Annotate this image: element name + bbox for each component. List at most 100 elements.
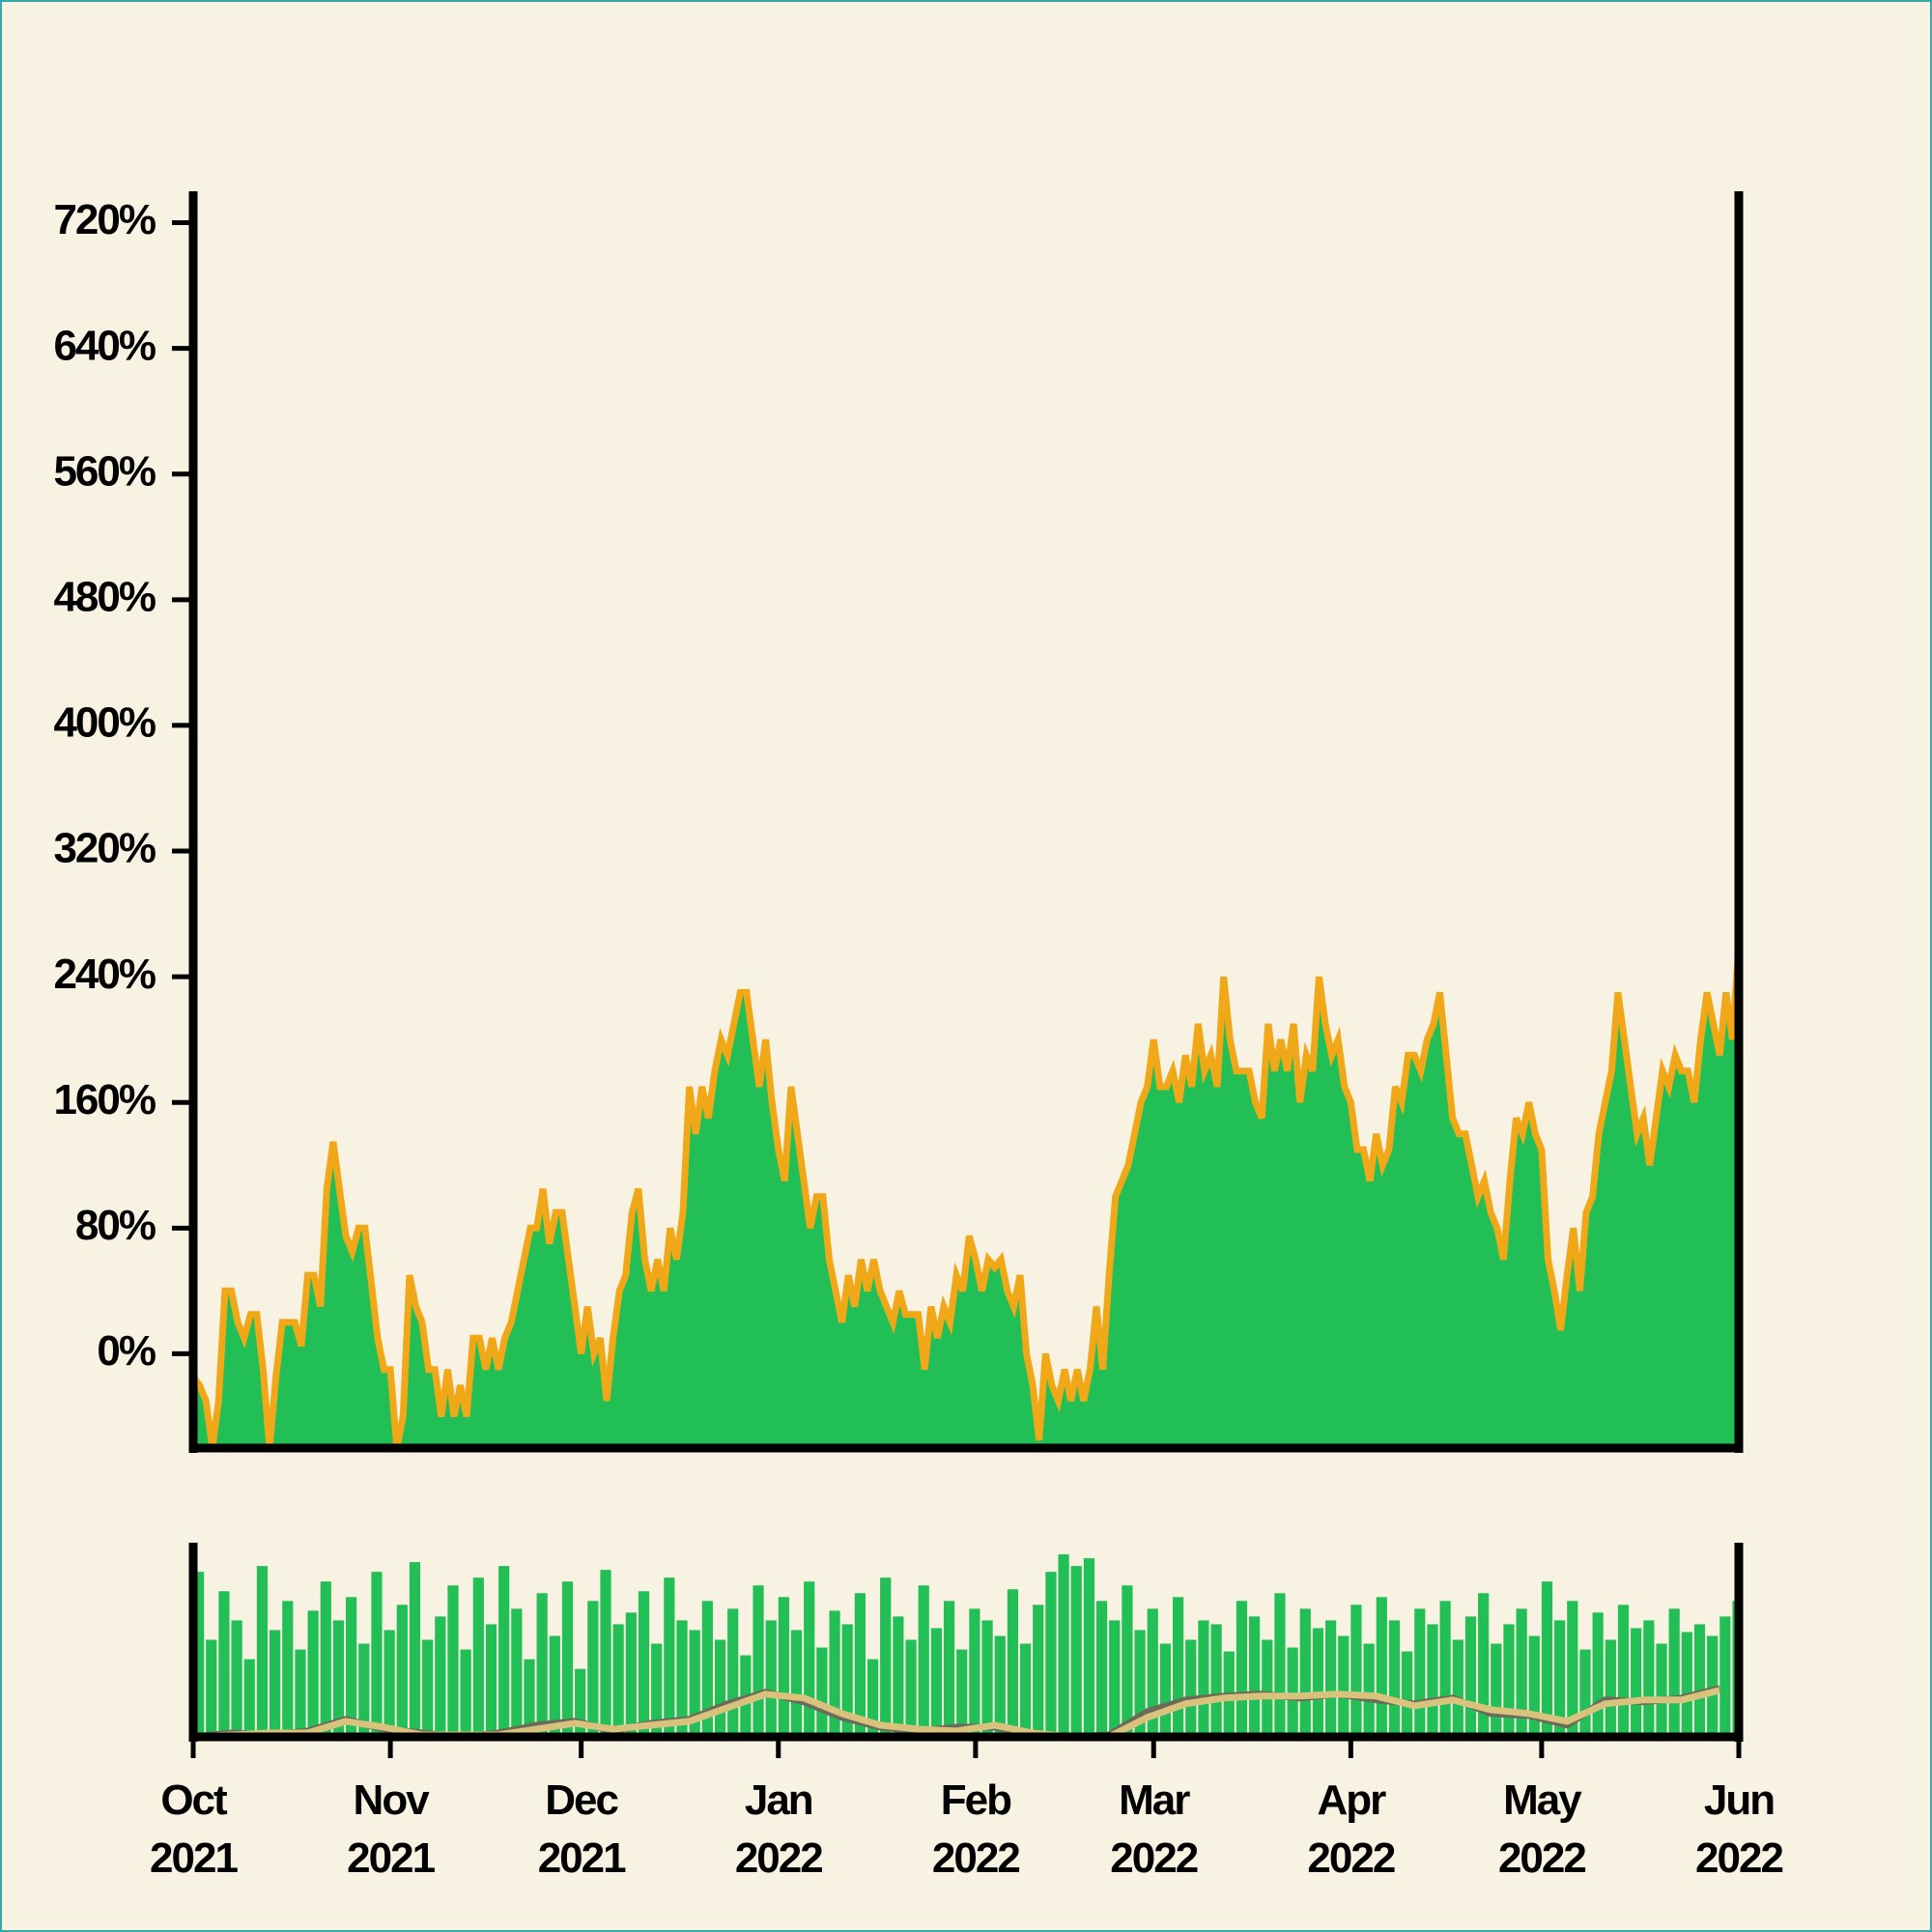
y-tick-label: 400%: [53, 699, 155, 747]
volume-bar: [206, 1639, 217, 1737]
volume-bar: [1095, 1601, 1108, 1737]
y-tick-label: 240%: [53, 951, 155, 998]
volume-bar: [1567, 1601, 1578, 1737]
volume-bar: [625, 1612, 637, 1737]
volume-bar: [600, 1570, 611, 1737]
volume-bar: [981, 1620, 993, 1737]
volume-bar: [1631, 1628, 1642, 1737]
volume-bar: [930, 1628, 942, 1737]
volume-bar: [561, 1581, 574, 1737]
volume-bar: [1592, 1612, 1604, 1737]
volume-bar: [1503, 1624, 1515, 1737]
y-tick-label: 720%: [53, 196, 155, 243]
volume-bar: [1033, 1605, 1044, 1737]
volume-bar: [689, 1630, 700, 1737]
volume-bar: [460, 1649, 471, 1737]
volume-bar: [1198, 1620, 1209, 1737]
volume-bar: [1605, 1639, 1616, 1737]
volume-bar: [765, 1620, 777, 1737]
x-tick-label: Jan 2022: [735, 1776, 822, 1882]
volume-bar: [1643, 1620, 1655, 1737]
y-tick-label: 560%: [53, 447, 155, 495]
x-tick-label: Feb 2022: [932, 1776, 1019, 1882]
x-tick-label: Jun 2022: [1695, 1776, 1782, 1882]
x-tick-label: Apr 2022: [1307, 1776, 1394, 1882]
volume-bar: [447, 1585, 459, 1737]
volume-bar: [1210, 1624, 1222, 1737]
volume-bar: [1083, 1558, 1095, 1737]
volume-bar: [256, 1566, 269, 1737]
volume-bar: [854, 1593, 866, 1737]
volume-bar: [1007, 1589, 1018, 1737]
volume-bar: [727, 1608, 739, 1737]
volume-bar: [1719, 1616, 1731, 1737]
volume-bar: [549, 1635, 560, 1737]
volume-bar: [841, 1624, 853, 1737]
volume-bar: [804, 1581, 815, 1737]
volume-bar: [1439, 1601, 1451, 1737]
volume-bar: [218, 1591, 230, 1737]
volume-bar: [1707, 1635, 1719, 1737]
x-tick-label: Mar 2022: [1110, 1776, 1197, 1882]
volume-bar: [816, 1647, 828, 1737]
area: [193, 945, 1739, 1448]
volume-bar: [358, 1643, 370, 1737]
y-tick-label: 640%: [53, 322, 155, 369]
volume-bar: [1528, 1635, 1540, 1737]
volume-bar: [1579, 1649, 1591, 1737]
volume-bar: [778, 1597, 789, 1737]
volume-bar: [282, 1601, 294, 1737]
volume-bar: [701, 1601, 713, 1737]
y-tick-label: 80%: [75, 1202, 156, 1249]
volume-bar: [638, 1591, 650, 1737]
volume-bar: [1172, 1597, 1184, 1737]
volume-bar: [1554, 1620, 1566, 1737]
volume-bar: [485, 1624, 497, 1737]
volume-bar: [1402, 1651, 1413, 1737]
volume-bar: [1287, 1647, 1298, 1737]
x-tick-label: May 2022: [1498, 1776, 1585, 1882]
volume-bar: [409, 1562, 421, 1737]
volume-bar: [1478, 1593, 1490, 1737]
volume-bar: [880, 1577, 892, 1737]
volume-bar: [1249, 1616, 1261, 1737]
volume-bar: [1159, 1643, 1172, 1737]
volume-bar: [676, 1620, 688, 1737]
y-tick-label: 160%: [53, 1076, 155, 1123]
volume-bar: [1414, 1608, 1426, 1737]
volume-bar: [1274, 1593, 1286, 1737]
volume-bar: [905, 1639, 917, 1737]
volume-bar: [435, 1616, 446, 1737]
volume-bar: [1656, 1643, 1667, 1737]
volume-bar: [1350, 1605, 1362, 1737]
volume-bar: [1299, 1608, 1311, 1737]
volume-bar: [1236, 1601, 1248, 1737]
volume-bar: [396, 1605, 408, 1737]
x-tick-label: Dec 2021: [538, 1776, 626, 1882]
volume-bar: [1617, 1605, 1630, 1737]
volume-bar: [295, 1649, 306, 1737]
volume-bar: [193, 1572, 205, 1737]
volume-bar: [1516, 1608, 1527, 1737]
volume-bar: [893, 1616, 904, 1737]
volume-bar: [867, 1659, 879, 1737]
volume-bar: [575, 1668, 586, 1737]
volume-bar: [243, 1659, 255, 1737]
volume-bar: [1338, 1635, 1350, 1737]
volume-bar: [1541, 1581, 1553, 1737]
volume-bar: [753, 1585, 764, 1737]
volume-bar: [1262, 1639, 1273, 1737]
volume-bar: [384, 1630, 395, 1737]
volume-bar: [1070, 1566, 1082, 1737]
line: [193, 945, 1739, 1448]
volume-bar: [829, 1610, 840, 1737]
volume-bar: [1491, 1643, 1502, 1737]
volume-bar: [969, 1608, 980, 1737]
volume-bar: [1388, 1620, 1401, 1737]
volume-bar: [371, 1572, 383, 1737]
volume-bar: [346, 1597, 357, 1737]
volume-bar: [1464, 1616, 1477, 1737]
volume-bar: [320, 1581, 331, 1737]
volume-bar: [1668, 1608, 1680, 1737]
